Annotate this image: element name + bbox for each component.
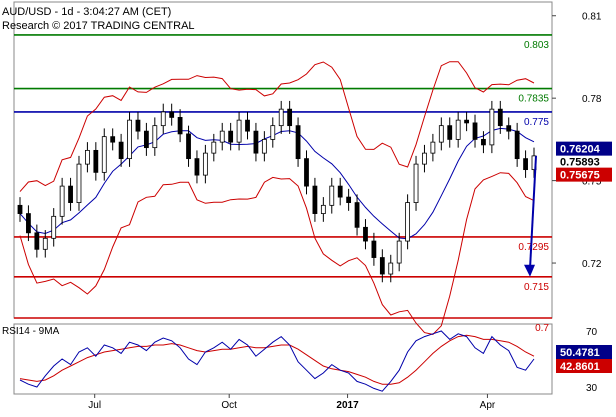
candle-body <box>363 226 368 242</box>
chart-source: Research © 2017 TRADING CENTRAL <box>2 20 195 32</box>
candle-body <box>295 125 301 160</box>
candle-body <box>354 202 360 228</box>
candle-body <box>514 130 520 160</box>
rsi-badge-1: 42.8601 <box>560 361 600 373</box>
candle-body <box>430 141 436 154</box>
candle-body <box>422 152 427 165</box>
candle-body <box>304 158 309 187</box>
rsi-line <box>19 330 535 392</box>
rsi-ma-line <box>19 334 535 385</box>
candle-body <box>34 232 40 250</box>
candle-body <box>523 158 528 171</box>
candle-body <box>127 119 132 160</box>
candle-body <box>51 215 57 239</box>
y-tick-label-2: 0.75 <box>582 177 602 188</box>
bollinger-upper <box>19 61 535 192</box>
candle-body <box>464 119 469 124</box>
candle-body <box>337 185 343 198</box>
level-label-2: 0.775 <box>524 117 549 128</box>
candle-body <box>177 117 183 135</box>
candle-body <box>413 163 419 203</box>
candle-body <box>17 204 23 214</box>
candle-body <box>228 130 234 143</box>
forecast-arrow-line <box>529 155 537 269</box>
candle-body <box>219 130 225 143</box>
y-tick-label-0: 0.81 <box>582 12 602 23</box>
level-label-4: 0.715 <box>524 282 549 293</box>
candle-body <box>329 185 335 206</box>
candle-body <box>118 141 124 160</box>
price-badge-bg-2 <box>556 167 612 182</box>
rsi-badge-0: 50.4781 <box>560 347 600 359</box>
candle-body <box>160 111 166 127</box>
x-tick-label-1: Oct <box>221 400 237 411</box>
bollinger-lower <box>19 172 535 335</box>
candle-body <box>110 136 116 143</box>
candle-body <box>59 185 65 217</box>
rsi-title: RSI14 - 9MA <box>2 326 60 337</box>
chart-title: AUD/USD - 1d - 3:04:27 AM (CET) <box>2 6 172 18</box>
candle-body <box>455 119 461 140</box>
candle-body <box>152 125 158 149</box>
candle-body <box>245 119 250 132</box>
forecast-arrow-head <box>524 264 535 277</box>
candle-body <box>169 111 175 118</box>
level-label-5: 0.7 <box>535 323 549 334</box>
level-label-0: 0.803 <box>524 40 549 51</box>
candle-body <box>481 138 486 146</box>
price-badge-1: 0.75893 <box>560 157 600 169</box>
candle-body <box>261 138 267 154</box>
rsi-badge-bg-0 <box>556 345 612 359</box>
candle-body <box>320 204 326 214</box>
y-tick-label-3: 0.72 <box>582 259 602 270</box>
candle-body <box>346 196 352 203</box>
candle-body <box>371 240 377 258</box>
rsi-tick-label-0: 70 <box>586 327 598 338</box>
candle-body <box>236 119 242 143</box>
candle-body <box>312 185 318 214</box>
level-label-1: 0.7835 <box>518 94 549 105</box>
candle-body <box>186 133 191 160</box>
candle-body <box>76 163 82 203</box>
candle-body <box>489 108 495 146</box>
candle-body <box>396 240 402 264</box>
candle-body <box>42 237 48 250</box>
price-badge-2: 0.75675 <box>560 170 600 182</box>
x-tick-label-2: 2017 <box>336 400 359 411</box>
candle-body <box>497 108 503 127</box>
y-tick-label-1: 0.78 <box>582 94 602 105</box>
candle-body <box>270 125 276 140</box>
candle-body <box>405 202 411 242</box>
candle-body <box>93 149 99 173</box>
candle-body <box>85 149 90 165</box>
moving-average <box>19 127 535 240</box>
level-label-3: 0.7295 <box>518 242 549 253</box>
price-badge-0: 0.76204 <box>560 144 601 156</box>
rsi-panel-frame <box>13 323 553 395</box>
candle-body <box>388 262 394 275</box>
rsi-badge-bg-1 <box>556 359 612 373</box>
candle-body <box>278 108 284 127</box>
candle-body <box>287 108 293 127</box>
candle-body <box>438 125 444 143</box>
candle-body <box>447 125 453 140</box>
candle-body <box>202 152 208 176</box>
price-badge-bg-0 <box>556 141 612 156</box>
candle-body <box>472 122 478 140</box>
rsi-tick-label-1: 30 <box>586 383 598 394</box>
candle-body <box>26 213 31 234</box>
x-tick-label-3: Apr <box>480 400 496 411</box>
candle-body <box>211 141 217 154</box>
candle-body <box>194 158 200 176</box>
candle-body <box>101 136 107 173</box>
candle-body <box>253 130 259 154</box>
candle-body <box>506 125 512 132</box>
candle-body <box>135 119 141 132</box>
x-tick-label-0: Jul <box>88 400 101 411</box>
candle-body <box>143 130 149 149</box>
candle-body <box>68 185 73 203</box>
candle-body <box>379 257 385 275</box>
